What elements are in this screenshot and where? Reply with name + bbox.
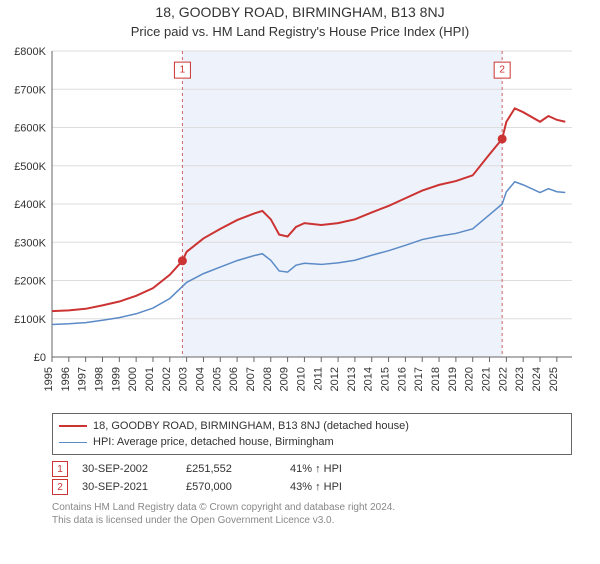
x-tick-label: 2014 [363,367,375,391]
y-tick-label: £100K [14,314,46,326]
marker-label: 1 [180,65,186,76]
y-tick-label: £0 [34,352,46,364]
marker-dot [498,134,507,143]
attribution-line2: This data is licensed under the Open Gov… [52,514,572,527]
legend-swatch [59,425,87,427]
x-tick-label: 2002 [161,367,173,391]
marker-label: 2 [499,65,505,76]
x-tick-label: 2021 [481,367,493,391]
x-tick-label: 2007 [245,367,257,391]
marker-dot [178,256,187,265]
x-tick-label: 2018 [430,367,442,391]
x-tick-label: 1995 [43,367,55,391]
x-tick-label: 2015 [380,367,392,391]
x-tick-label: 1998 [93,367,105,391]
sale-diff: 43% ↑ HPI [290,481,410,493]
legend-label: 18, GOODBY ROAD, BIRMINGHAM, B13 8NJ (de… [93,420,409,432]
sale-price: £251,552 [186,463,276,475]
x-tick-label: 2017 [413,367,425,391]
sales-list: 1 30-SEP-2002 £251,552 41% ↑ HPI 2 30-SEP-202… [0,461,600,495]
legend: 18, GOODBY ROAD, BIRMINGHAM, B13 8NJ (de… [52,413,572,455]
x-tick-label: 2024 [531,367,543,391]
sale-marker-box: 1 [52,461,68,477]
sale-row: 1 30-SEP-2002 £251,552 41% ↑ HPI [52,461,600,477]
price-chart: £0 £100K £200K £300K £400K £500K £600K £700K £80… [0,43,600,413]
sale-date: 30-SEP-2021 [82,481,172,493]
x-tick-label: 2023 [514,367,526,391]
y-tick-label: £600K [14,123,46,135]
sale-date: 30-SEP-2002 [82,463,172,475]
sale-price: £570,000 [186,481,276,493]
y-tick-label: £800K [14,46,46,58]
y-tick-label: £500K [14,161,46,173]
x-tick-label: 2011 [312,367,324,391]
x-tick-label: 2012 [329,367,341,391]
x-tick-label: 2025 [548,367,560,391]
x-tick-label: 2009 [279,367,291,391]
title-sub: Price paid vs. HM Land Registry's House … [0,24,600,39]
x-tick-label: 2000 [127,367,139,391]
y-tick-label: £300K [14,237,46,249]
x-tick-label: 2004 [194,367,206,391]
x-tick-label: 1999 [110,367,122,391]
x-tick-label: 2022 [497,367,509,391]
y-tick-label: £700K [14,84,46,96]
x-tick-label: 2001 [144,367,156,391]
legend-label: HPI: Average price, detached house, Birm… [93,436,334,448]
x-tick-label: 1997 [77,367,89,391]
x-tick-label: 2003 [178,367,190,391]
x-tick-label: 2016 [396,367,408,391]
title-main: 18, GOODBY ROAD, BIRMINGHAM, B13 8NJ [0,4,600,20]
attribution-line1: Contains HM Land Registry data © Crown c… [52,501,572,514]
sale-diff: 41% ↑ HPI [290,463,410,475]
y-tick-label: £200K [14,276,46,288]
x-tick-label: 2010 [295,367,307,391]
x-tick-label: 2005 [211,367,223,391]
x-tick-label: 1996 [60,367,72,391]
legend-item: HPI: Average price, detached house, Birm… [59,434,565,450]
x-tick-label: 2013 [346,367,358,391]
sale-marker-box: 2 [52,479,68,495]
sale-row: 2 30-SEP-2021 £570,000 43% ↑ HPI [52,479,600,495]
x-tick-label: 2008 [262,367,274,391]
x-tick-label: 2006 [228,367,240,391]
x-tick-label: 2020 [464,367,476,391]
legend-swatch [59,442,87,443]
x-tick-label: 2019 [447,367,459,391]
y-tick-label: £400K [14,199,46,211]
legend-item: 18, GOODBY ROAD, BIRMINGHAM, B13 8NJ (de… [59,418,565,434]
attribution: Contains HM Land Registry data © Crown c… [52,501,572,527]
